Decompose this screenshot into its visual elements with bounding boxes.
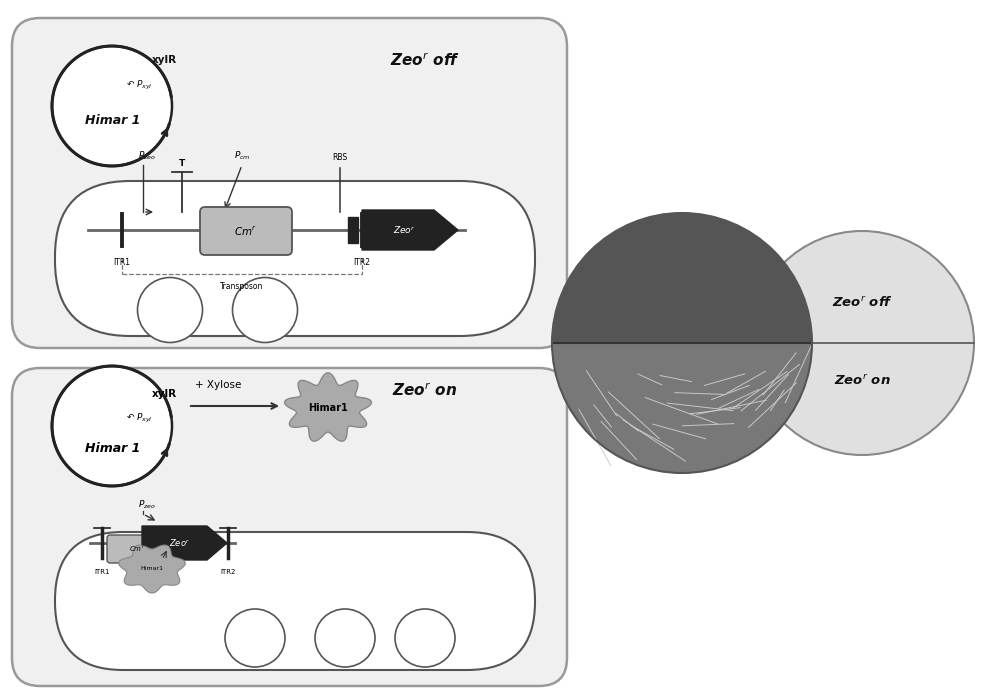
Text: Himar1: Himar1 [140,565,164,570]
Text: $Cm^r$: $Cm^r$ [129,544,146,554]
Text: Transposon: Transposon [220,282,264,291]
Ellipse shape [225,609,285,667]
Text: xylR: xylR [152,55,177,65]
Text: $Cm^r$: $Cm^r$ [234,225,258,237]
FancyBboxPatch shape [107,535,168,563]
Text: xylR: xylR [152,389,177,399]
Circle shape [52,366,172,486]
Wedge shape [552,343,812,473]
FancyBboxPatch shape [200,207,292,255]
Ellipse shape [395,609,455,667]
Text: Zeo$^r$ off: Zeo$^r$ off [832,296,892,310]
Polygon shape [142,526,227,560]
Ellipse shape [315,609,375,667]
Text: $P_{zeo}$: $P_{zeo}$ [138,149,156,162]
FancyBboxPatch shape [12,18,567,348]
Wedge shape [552,213,812,343]
Text: $P_{cm}$: $P_{cm}$ [234,149,250,162]
Text: Himar 1: Himar 1 [85,114,140,126]
Text: ITR2: ITR2 [220,569,236,575]
Text: Zeo$^r$ on: Zeo$^r$ on [392,381,458,399]
Text: Himar1: Himar1 [308,403,348,413]
Text: $\curvearrowleft$$P_{xyl}$: $\curvearrowleft$$P_{xyl}$ [125,411,153,424]
Text: T: T [179,159,185,168]
Text: ITR1: ITR1 [94,569,110,575]
FancyBboxPatch shape [55,532,535,670]
Text: RBS: RBS [332,153,348,162]
Polygon shape [285,373,371,441]
Text: Zeo$^r$ off: Zeo$^r$ off [390,52,460,68]
Text: ITR1: ITR1 [114,258,130,267]
Polygon shape [119,545,185,593]
Text: $\curvearrowleft$$P_{xyl}$: $\curvearrowleft$$P_{xyl}$ [125,78,153,91]
Text: + Xylose: + Xylose [195,380,241,390]
Text: $P_{zeo}$: $P_{zeo}$ [138,498,156,511]
Text: $Zeo^r$: $Zeo^r$ [393,224,415,236]
FancyBboxPatch shape [12,368,567,686]
Circle shape [52,46,172,166]
Text: $Zeo^r$: $Zeo^r$ [169,537,191,549]
Text: Zeo$^r$ on: Zeo$^r$ on [834,373,890,388]
Bar [348,217,358,243]
FancyBboxPatch shape [55,181,535,336]
Text: ITR2: ITR2 [354,258,370,267]
Polygon shape [362,210,458,250]
Text: Himar 1: Himar 1 [85,442,140,454]
Ellipse shape [232,278,298,343]
Circle shape [750,231,974,455]
Circle shape [552,213,812,473]
Ellipse shape [138,278,202,343]
